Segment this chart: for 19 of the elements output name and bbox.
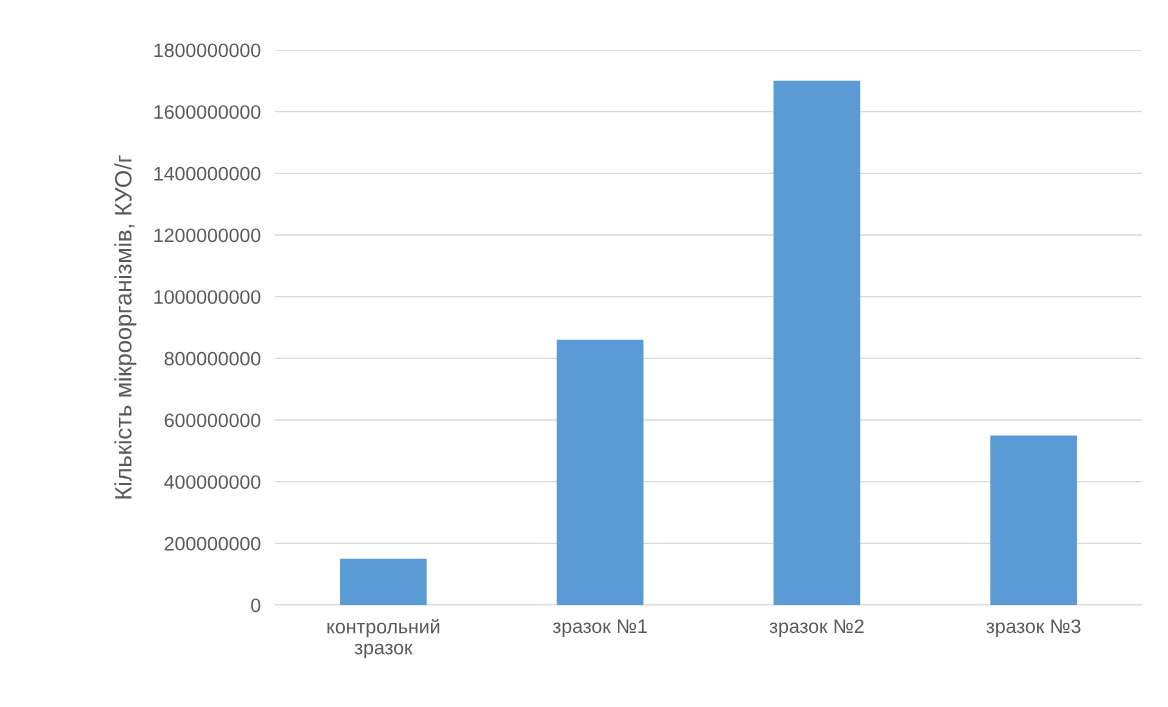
y-tick-label: 1800000000 — [154, 43, 261, 58]
bar — [340, 558, 427, 605]
y-tick-label: 400000000 — [164, 475, 261, 489]
y-tick-label: 800000000 — [164, 351, 261, 366]
x-tick-label: зразок №2 — [769, 619, 864, 638]
y-axis-title: Кількість мікроорганізмів, КУО/г — [114, 155, 137, 499]
x-tick-label: зразок №3 — [986, 619, 1081, 638]
y-tick-label: 600000000 — [164, 413, 261, 428]
bar — [990, 435, 1077, 605]
bar — [556, 339, 644, 605]
y-tick-label: 0 — [251, 598, 261, 613]
bar — [773, 80, 861, 605]
y-tick-label: 1600000000 — [154, 105, 261, 119]
y-tick-label: 1400000000 — [154, 166, 261, 181]
x-tick-label: зразок №1 — [552, 619, 647, 638]
y-tick-label: 200000000 — [164, 536, 261, 551]
x-tick-label: контрольний зразок — [327, 618, 440, 659]
y-tick-label: 1000000000 — [154, 290, 261, 304]
y-tick-label: 1200000000 — [154, 228, 261, 243]
